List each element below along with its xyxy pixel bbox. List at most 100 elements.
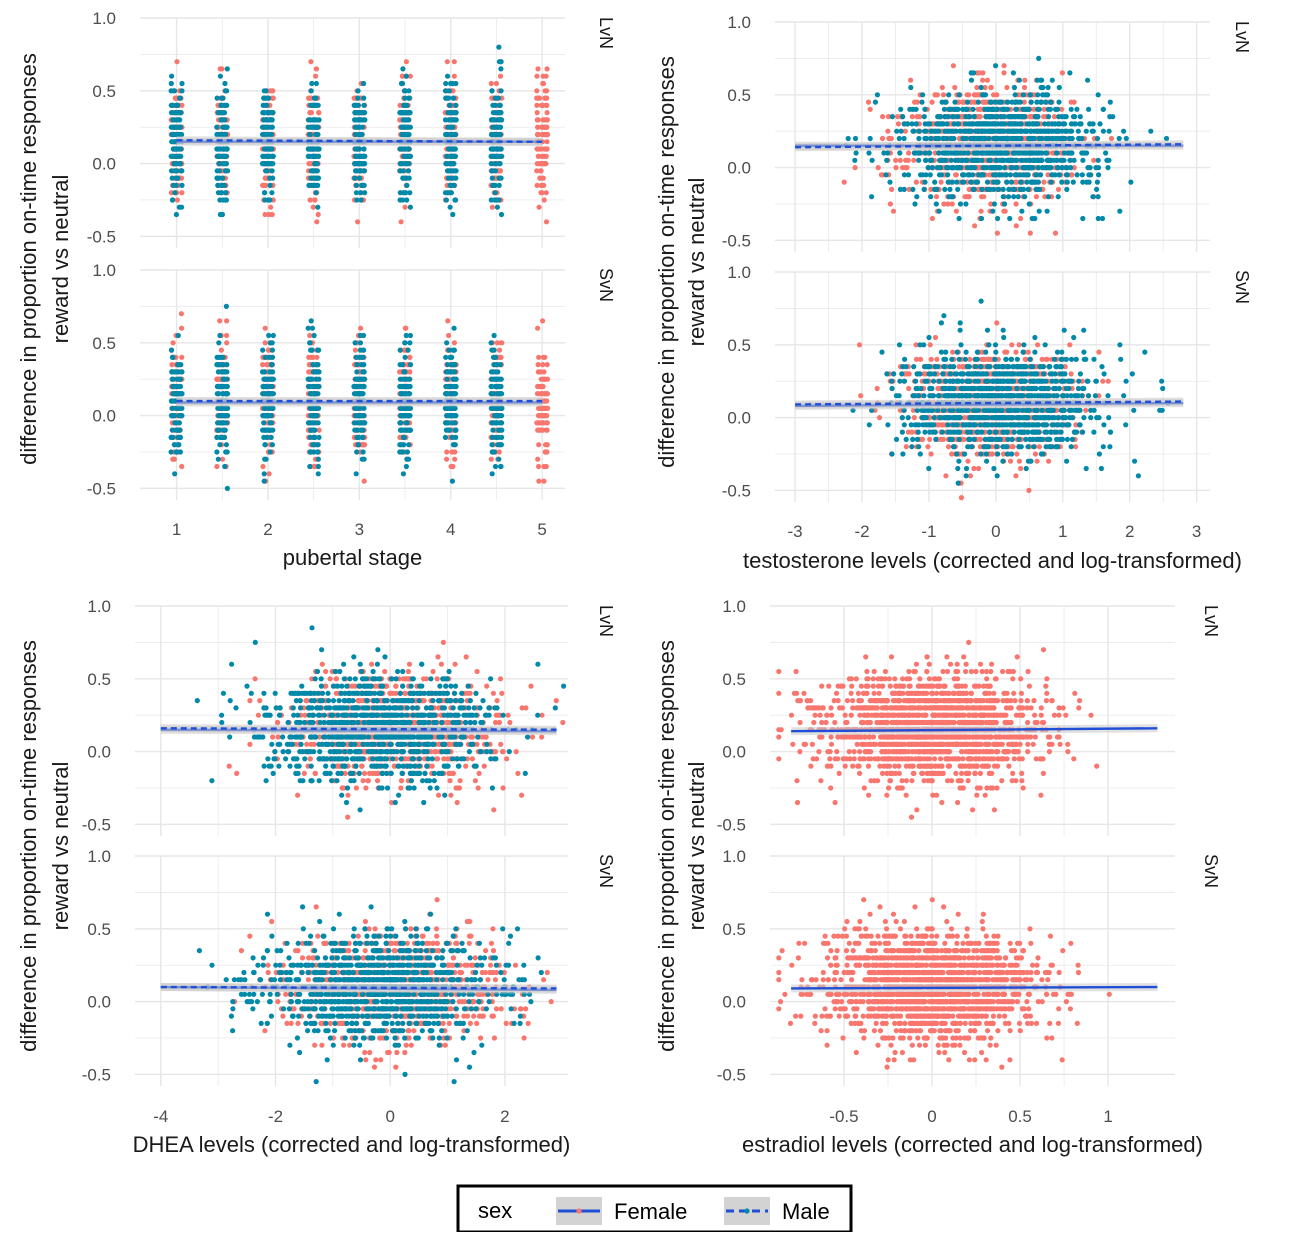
point-male xyxy=(315,442,320,447)
point-female xyxy=(306,355,311,360)
point-male xyxy=(170,377,175,382)
point-male xyxy=(224,442,229,447)
point-female xyxy=(308,197,313,202)
point-female xyxy=(952,85,957,90)
point-male xyxy=(449,117,454,122)
point-female xyxy=(1004,85,1009,90)
point-male xyxy=(262,391,267,396)
point-female xyxy=(449,464,454,469)
point-male xyxy=(315,176,320,181)
point-male xyxy=(403,355,408,360)
point-female xyxy=(995,231,1000,236)
point-male xyxy=(268,340,273,345)
point-male xyxy=(493,190,498,195)
point-male xyxy=(1012,85,1017,90)
point-male xyxy=(217,333,222,338)
point-male xyxy=(404,333,409,338)
point-female xyxy=(880,114,885,119)
point-female xyxy=(954,172,959,177)
point-male xyxy=(406,168,411,173)
point-male xyxy=(170,355,175,360)
point-male xyxy=(214,362,219,367)
point-male xyxy=(354,413,359,418)
point-male xyxy=(223,88,228,93)
point-female xyxy=(1002,63,1007,68)
point-female xyxy=(535,110,540,115)
point-male xyxy=(262,479,267,484)
point-female xyxy=(534,103,539,108)
point-male xyxy=(499,406,504,411)
point-male xyxy=(884,158,889,163)
point-female xyxy=(263,212,268,217)
point-male xyxy=(403,125,408,130)
point-female xyxy=(311,205,316,210)
point-female xyxy=(535,66,540,71)
point-male xyxy=(268,420,273,425)
point-female xyxy=(915,100,920,105)
point-female xyxy=(545,442,550,447)
point-male xyxy=(450,479,455,484)
point-male xyxy=(908,85,913,90)
point-female xyxy=(489,81,494,86)
y-tick-label: 0.0 xyxy=(92,155,116,174)
point-male xyxy=(359,183,364,188)
point-male xyxy=(222,125,227,130)
point-male xyxy=(311,183,316,188)
point-female xyxy=(489,457,494,462)
point-male xyxy=(214,125,219,130)
point-female xyxy=(866,100,871,105)
point-female xyxy=(171,340,176,345)
point-male xyxy=(403,377,408,382)
point-male xyxy=(263,161,268,166)
point-female xyxy=(260,464,265,469)
point-male xyxy=(398,168,403,173)
point-male xyxy=(175,362,180,367)
point-female xyxy=(217,318,222,323)
point-female xyxy=(314,66,319,71)
point-male xyxy=(1002,201,1007,206)
point-male xyxy=(498,464,503,469)
point-male xyxy=(452,362,457,367)
point-female xyxy=(908,78,913,83)
point-male xyxy=(222,183,227,188)
point-male xyxy=(176,442,181,447)
point-male xyxy=(177,406,182,411)
point-male xyxy=(178,146,183,151)
point-female xyxy=(541,479,546,484)
point-male xyxy=(407,96,412,101)
point-female xyxy=(268,205,273,210)
point-male xyxy=(270,348,275,353)
point-female xyxy=(1003,209,1008,214)
point-male xyxy=(216,391,221,396)
point-male xyxy=(398,348,403,353)
point-male xyxy=(262,471,267,476)
point-male xyxy=(262,369,267,374)
point-male xyxy=(445,391,450,396)
point-male xyxy=(445,154,450,159)
point-male xyxy=(443,355,448,360)
point-male xyxy=(491,183,496,188)
point-female xyxy=(403,326,408,331)
point-female xyxy=(893,165,898,170)
point-male xyxy=(498,161,503,166)
y-tick-label: 1.0 xyxy=(92,261,116,280)
point-female xyxy=(312,197,317,202)
point-male xyxy=(270,125,275,130)
point-male xyxy=(495,110,500,115)
point-male xyxy=(356,442,361,447)
point-male xyxy=(361,154,366,159)
point-male xyxy=(490,168,495,173)
point-male xyxy=(404,74,409,79)
point-female xyxy=(939,180,944,185)
point-male xyxy=(453,435,458,440)
point-female xyxy=(399,219,404,224)
point-male xyxy=(267,197,272,202)
point-female xyxy=(545,110,550,115)
point-female xyxy=(911,158,916,163)
point-male xyxy=(306,183,311,188)
point-male xyxy=(270,406,275,411)
point-male xyxy=(1009,180,1014,185)
y-tick-label: -0.5 xyxy=(87,479,116,498)
point-male xyxy=(362,420,367,425)
point-male xyxy=(269,435,274,440)
